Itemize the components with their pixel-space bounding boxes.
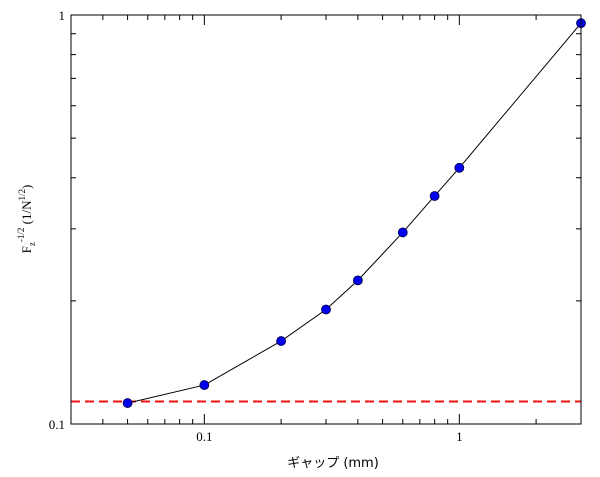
minor-ticks (70, 14, 582, 425)
data-point (397, 227, 408, 238)
x-tick-label-0.1: 0.1 (196, 429, 212, 444)
data-point (276, 336, 286, 346)
data-points (122, 18, 586, 408)
data-point (122, 398, 133, 408)
data-point (199, 380, 210, 390)
data-point (429, 191, 440, 201)
x-axis-title: ギャップ (mm) (287, 456, 379, 471)
x-tick-label-1: 1 (456, 429, 463, 444)
series-line (127, 22, 582, 404)
plot-frame (70, 14, 582, 425)
tick-labels: 0.1 1 0.1 1 (49, 8, 463, 444)
y-tick-label-0.1: 0.1 (49, 417, 65, 432)
data-point (352, 275, 363, 286)
data-point (454, 162, 465, 173)
y-axis-title: Fz-1/2 (1/N1/2) (16, 185, 37, 254)
data-point (321, 304, 331, 315)
y-tick-label-1: 1 (59, 8, 66, 23)
